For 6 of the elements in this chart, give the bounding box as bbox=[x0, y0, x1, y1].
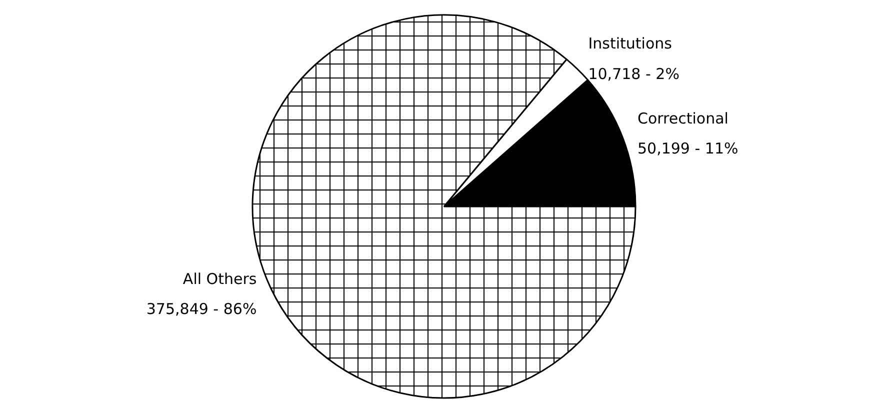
data-label: 375,849 - 86% bbox=[146, 300, 257, 318]
data-label: 50,199 - 11% bbox=[637, 140, 738, 158]
slice-label: Institutions bbox=[588, 34, 672, 53]
slice-label: All Others bbox=[182, 270, 257, 288]
data-label: 10,718 - 2% bbox=[588, 64, 680, 83]
slice-label: Correctional bbox=[637, 110, 728, 128]
